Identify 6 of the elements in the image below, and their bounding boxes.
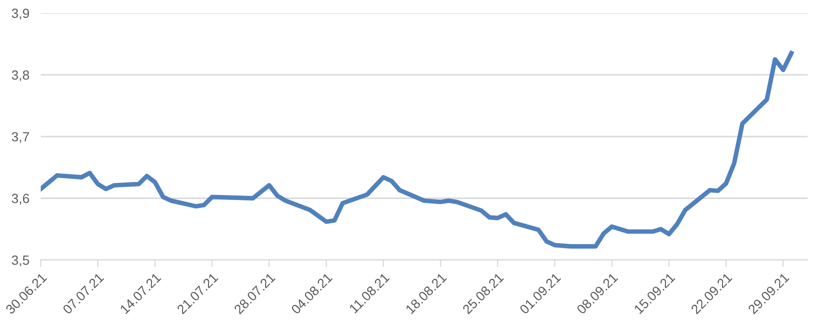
y-tick-label: 3,6	[12, 194, 30, 205]
y-tick-label: 3,9	[12, 8, 30, 20]
y-tick-label: 3,5	[12, 256, 30, 266]
line-series	[40, 50, 794, 249]
y-tick-label: 3,8	[12, 70, 30, 82]
y-tick-label: 3,7	[12, 132, 29, 143]
